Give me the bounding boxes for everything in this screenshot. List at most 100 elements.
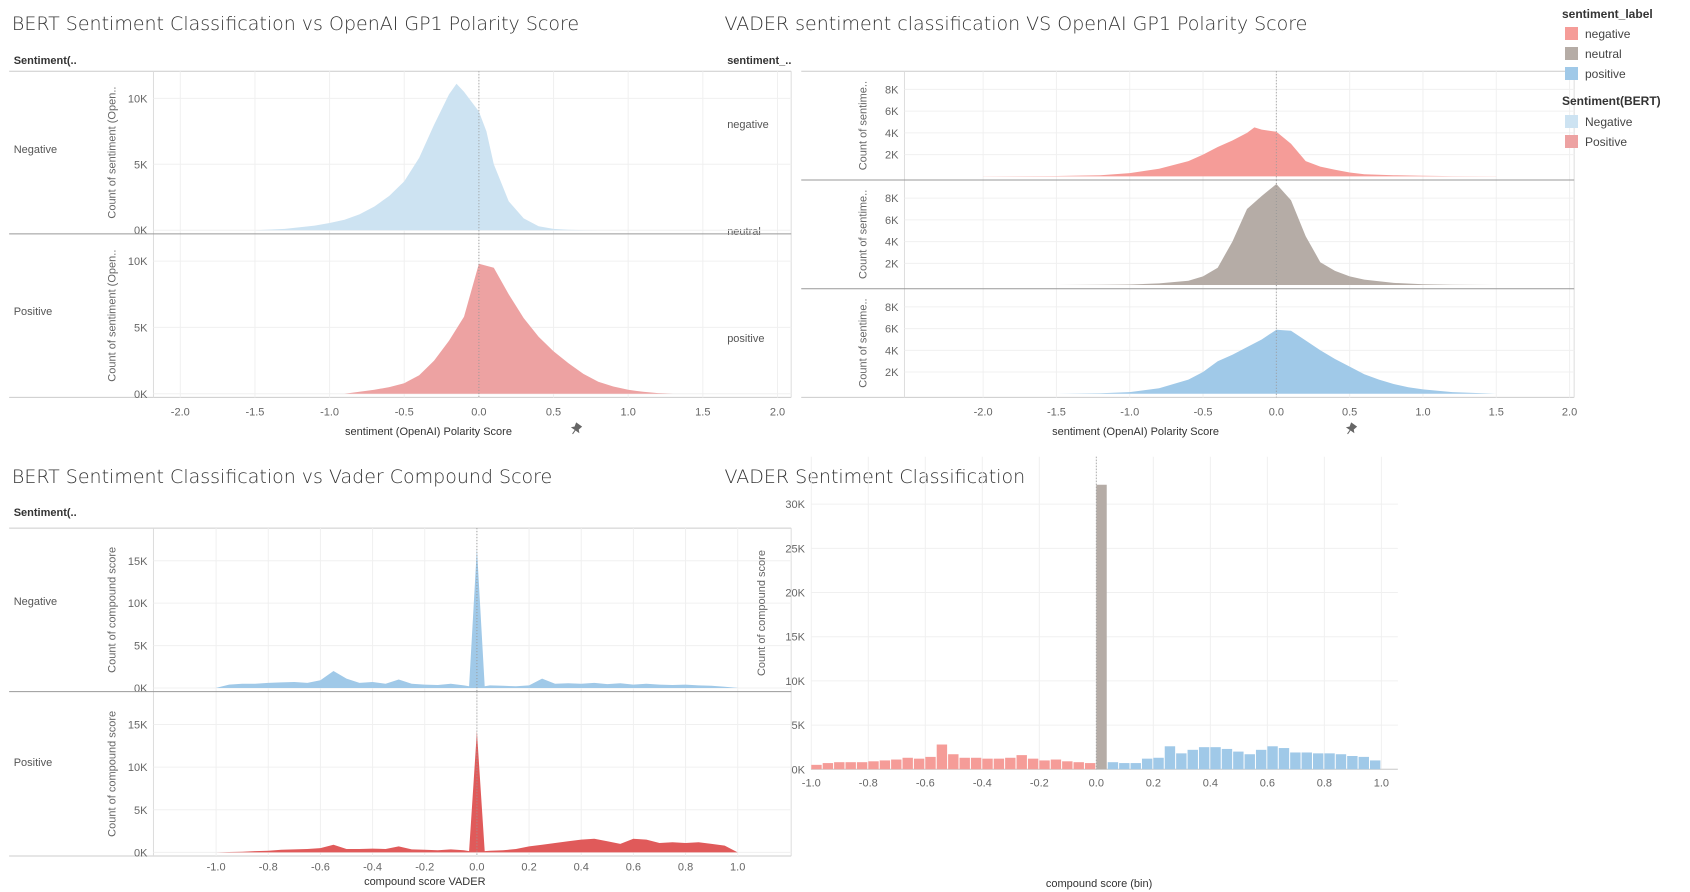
q2-ytick-label: 8K — [885, 193, 899, 205]
q3-xtick-label: -0.4 — [363, 862, 382, 874]
row-label-q2-positive: positive — [727, 333, 764, 345]
q3-ytick-label: 0K — [134, 847, 148, 859]
q3-area-negative — [216, 548, 738, 688]
row-header-q1: Sentiment(.. — [14, 55, 77, 67]
q4-bar-negative — [970, 757, 982, 770]
q1-xtick-label: -1.0 — [320, 407, 339, 419]
q3-ytick-label: 15K — [128, 556, 148, 568]
q3-ytick-label: 10K — [128, 598, 148, 610]
q3-y-axis-label: Count of compound score — [106, 711, 118, 837]
q4-ytick-label: 0K — [791, 764, 805, 776]
q3-xtick-label: 1.0 — [730, 862, 745, 874]
legend-label-neutral[interactable]: neutral — [1585, 47, 1622, 61]
legend-swatch-bert-positive[interactable] — [1565, 135, 1578, 148]
q4-xtick-label: -0.4 — [973, 778, 992, 790]
row-label-q2-neutral: neutral — [727, 226, 761, 238]
q4-bar-positive — [1324, 753, 1335, 770]
q4-ytick-label: 15K — [785, 632, 805, 644]
q4-xtick-label: -0.2 — [1030, 778, 1049, 790]
q4-bar-positive — [1255, 749, 1267, 770]
q4-ytick-label: 5K — [791, 720, 805, 732]
x-axis-label-q4: compound score (bin) — [1046, 878, 1152, 890]
chart-title-q4: VADER Sentiment Classification — [725, 466, 1026, 488]
q4-bar-negative — [1050, 759, 1062, 770]
q4-xtick-label: 0.4 — [1203, 778, 1218, 790]
q4-bar-negative — [913, 758, 925, 770]
q3-ytick-label: 0K — [134, 683, 148, 695]
q2-y-axis-label: Count of sentime.. — [857, 81, 869, 170]
x-axis-label-q1: sentiment (OpenAI) Polarity Score — [345, 426, 512, 438]
legend-swatch-positive[interactable] — [1565, 67, 1578, 80]
q4-bar-negative — [1005, 757, 1016, 770]
q1-xtick-label: 1.0 — [621, 407, 636, 419]
q2-ytick-label: 6K — [885, 106, 899, 118]
q4-xtick-label: -0.6 — [916, 778, 935, 790]
q4-bar-negative — [856, 762, 868, 770]
q1-xtick-label: -0.5 — [395, 407, 414, 419]
row-label-q1-positive: Positive — [14, 306, 53, 318]
row-header-q3: Sentiment(.. — [14, 507, 77, 519]
q2-ytick-label: 2K — [885, 258, 899, 270]
q1-xtick-label: -1.5 — [245, 407, 264, 419]
q3-xtick-label: -0.8 — [259, 862, 278, 874]
q4-xtick-label: 0.8 — [1317, 778, 1332, 790]
q4-bar-positive — [1141, 758, 1153, 770]
chart-title-q3: BERT Sentiment Classification vs Vader C… — [12, 466, 552, 488]
q2-y-axis-label: Count of sentime.. — [857, 190, 869, 279]
q4-bar-negative — [1062, 761, 1073, 770]
q1-y-axis-label: Count of sentiment (Open.. — [106, 250, 118, 382]
q2-ytick-label: 4K — [885, 128, 899, 140]
q4-bar-negative — [1073, 762, 1084, 770]
q4-xtick-label: 0.6 — [1260, 778, 1275, 790]
legend-label-negative[interactable]: negative — [1585, 27, 1631, 41]
q2-xtick-label: 2.0 — [1562, 407, 1577, 419]
q4-bar-positive — [1290, 752, 1301, 770]
q4-bar-negative — [1027, 758, 1039, 770]
q4-xtick-label: 0.0 — [1089, 778, 1104, 790]
q2-xtick-label: 0.0 — [1269, 407, 1284, 419]
q1-y-axis-label: Count of sentiment (Open.. — [106, 87, 118, 219]
q1-xtick-label: 2.0 — [770, 407, 785, 419]
pin-icon-q1[interactable] — [569, 422, 583, 437]
row-label-q3-negative: Negative — [14, 596, 57, 608]
legend-swatch-bert-negative[interactable] — [1565, 115, 1578, 128]
q4-xtick-label: -1.0 — [802, 778, 821, 790]
plots-layer: 0K 5K 10K Count of sentiment (Open.. 0K 5K 10K… — [9, 70, 1577, 874]
q4-bar-negative — [959, 757, 970, 770]
q3-xtick-label: 0.4 — [574, 862, 589, 874]
legend-label-bert-negative[interactable]: Negative — [1585, 115, 1633, 129]
q4-bar-negative — [982, 758, 993, 770]
q1-xtick-label: 0.0 — [471, 407, 486, 419]
q3-ytick-label: 15K — [128, 719, 148, 731]
q4-bar-positive — [1278, 748, 1290, 770]
q2-ytick-label: 4K — [885, 345, 899, 357]
legend-label-positive[interactable]: positive — [1585, 67, 1626, 81]
q4-xtick-label: 1.0 — [1374, 778, 1389, 790]
q1-ytick-label: 5K — [134, 322, 148, 334]
q1-ytick-label: 0K — [134, 225, 148, 237]
legend-label-bert-positive[interactable]: Positive — [1585, 135, 1627, 149]
q4-bar-negative — [879, 760, 891, 770]
q4-bar-negative — [925, 756, 936, 770]
q4-bar-positive — [1369, 760, 1381, 770]
q3-ytick-label: 10K — [128, 762, 148, 774]
q2-xtick-label: -1.0 — [1120, 407, 1139, 419]
q2-ytick-label: 2K — [885, 367, 899, 379]
q4-bar-negative — [948, 754, 959, 770]
row-label-q1-negative: Negative — [14, 144, 57, 156]
q2-ytick-label: 6K — [885, 215, 899, 227]
q2-ytick-label: 8K — [885, 84, 899, 96]
q2-xtick-label: -1.5 — [1047, 407, 1066, 419]
q4-bar-positive — [1233, 751, 1244, 770]
q4-bar-positive — [1335, 754, 1347, 770]
q4-bar-negative — [993, 758, 1005, 770]
q4-ytick-label: 10K — [785, 676, 805, 688]
q4-ytick-label: 30K — [785, 499, 805, 511]
q4-bar-negative — [834, 762, 845, 770]
q2-ytick-label: 2K — [885, 150, 899, 162]
pin-icon-q2[interactable] — [1344, 422, 1358, 437]
chart-title-q2: VADER sentiment classification VS OpenAI… — [725, 13, 1308, 35]
legend-swatch-neutral[interactable] — [1565, 47, 1578, 60]
q2-area-positive — [1056, 329, 1497, 394]
legend-swatch-negative[interactable] — [1565, 27, 1578, 40]
